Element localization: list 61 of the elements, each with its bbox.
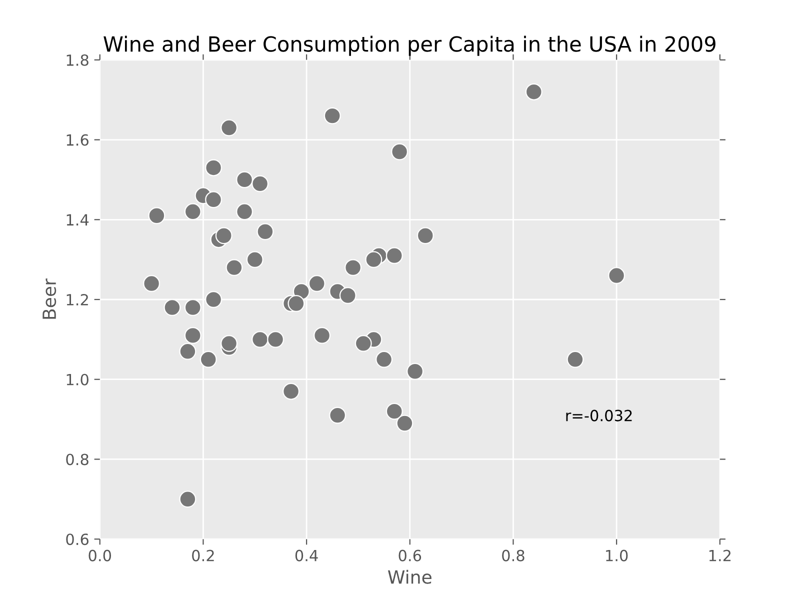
x-tick-label: 0.8 (502, 550, 524, 562)
y-tick-label: 0.8 (66, 454, 88, 466)
point (288, 295, 305, 312)
point (184, 326, 202, 344)
point (164, 299, 181, 316)
point (148, 207, 166, 224)
point (406, 362, 424, 380)
y-tick-label: 1.6 (66, 134, 88, 146)
point (525, 83, 542, 100)
point (179, 342, 196, 360)
point (608, 267, 626, 284)
point (200, 350, 217, 368)
point (386, 402, 403, 420)
point (416, 227, 434, 244)
y-axis-title: Beer (42, 278, 56, 319)
x-tick-label: 1.2 (709, 550, 731, 562)
point (339, 287, 356, 304)
point (354, 334, 372, 352)
point (344, 259, 362, 276)
point (365, 251, 382, 268)
point (246, 251, 264, 268)
point (396, 414, 414, 432)
point (220, 119, 238, 136)
x-tick-label: 0.6 (398, 550, 422, 562)
x-axis-title: Wine (388, 570, 432, 584)
x-tick-label: 0.0 (88, 550, 112, 562)
point (143, 275, 160, 292)
point (236, 203, 254, 220)
point (226, 259, 243, 276)
point (252, 330, 269, 348)
y-tick-label: 1.0 (66, 374, 88, 386)
point (252, 175, 269, 192)
point (179, 490, 196, 508)
point (324, 107, 341, 124)
point (184, 203, 202, 220)
y-tick-label: 0.6 (66, 534, 88, 546)
point (376, 350, 393, 368)
point (386, 247, 403, 264)
point (391, 143, 408, 160)
x-tick-label: 0.4 (295, 550, 318, 562)
point (220, 334, 238, 352)
point (205, 159, 222, 176)
point (205, 291, 222, 308)
point (184, 299, 202, 316)
y-tick-label: 1.2 (66, 294, 88, 306)
y-tick-label: 1.4 (66, 214, 89, 226)
point (267, 330, 284, 348)
x-tick-label: 0.2 (192, 550, 214, 562)
point (566, 350, 584, 368)
point (282, 382, 300, 400)
y-tick-label: 1.8 (66, 54, 88, 66)
point (236, 171, 254, 188)
point (215, 227, 232, 244)
point (314, 326, 331, 344)
point (256, 223, 274, 240)
point (205, 191, 222, 208)
point (308, 275, 326, 292)
annotation: r=-0.032 (566, 410, 632, 422)
point (329, 406, 346, 424)
x-tick-label: 1.0 (606, 550, 628, 562)
chart-title: Wine and Beer Consumption per Capita in the USA in 2009 (104, 36, 716, 56)
